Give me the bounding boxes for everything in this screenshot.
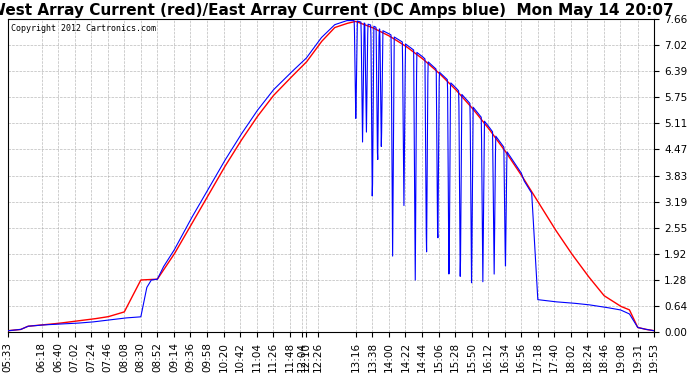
Text: Copyright 2012 Cartronics.com: Copyright 2012 Cartronics.com [11, 24, 156, 33]
Title: West Array Current (red)/East Array Current (DC Amps blue)  Mon May 14 20:07: West Array Current (red)/East Array Curr… [0, 3, 673, 18]
